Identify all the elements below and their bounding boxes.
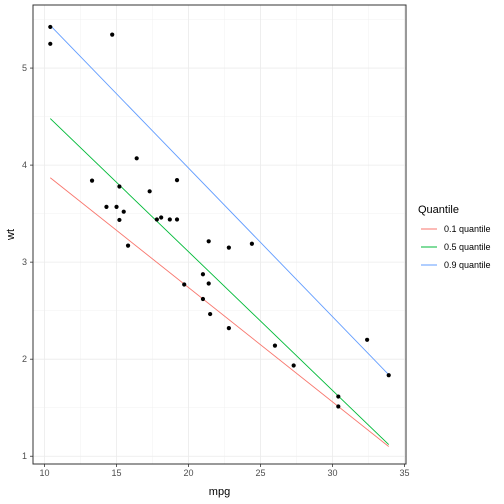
quantile-line-0-9-quantile <box>49 25 390 376</box>
legend-label: 0.9 quantile <box>444 260 491 270</box>
y-tick-label: 2 <box>22 354 27 364</box>
legend: Quantile 0.1 quantile 0.5 quantile 0.9 qua… <box>418 204 491 270</box>
legend-label: 0.5 quantile <box>444 242 491 252</box>
data-point <box>226 326 231 331</box>
data-point <box>272 343 278 348</box>
data-point <box>208 311 213 317</box>
x-tick-label: 25 <box>256 468 266 478</box>
data-point <box>48 24 53 30</box>
data-point <box>206 281 211 286</box>
data-point <box>154 217 159 222</box>
y-tick-label: 3 <box>22 257 27 267</box>
data-point <box>159 215 164 220</box>
x-tick-label: 35 <box>400 468 410 478</box>
data-point <box>249 241 255 246</box>
plot-panel-border <box>32 4 407 465</box>
data-point <box>365 337 370 342</box>
data-point <box>336 404 341 409</box>
scatter-points <box>48 24 391 409</box>
data-point <box>110 32 115 37</box>
plot-panel <box>33 5 406 464</box>
data-point <box>147 189 152 194</box>
y-axis: 1 2 3 4 5 <box>22 63 33 461</box>
data-point <box>182 282 187 287</box>
quantile-line-0-5-quantile <box>49 118 390 445</box>
data-point <box>114 204 119 209</box>
legend-label: 0.1 quantile <box>444 224 491 234</box>
data-point <box>48 41 53 46</box>
quantile-line-0-1-quantile <box>50 177 389 447</box>
y-tick-label: 4 <box>22 160 27 170</box>
data-point <box>200 296 206 302</box>
x-axis-title: mpg <box>209 486 230 498</box>
data-point <box>167 217 172 222</box>
data-point <box>291 363 296 368</box>
data-point <box>117 217 122 223</box>
y-axis-title: wt <box>5 229 17 241</box>
data-point <box>174 178 180 183</box>
data-point <box>174 217 180 222</box>
data-point <box>134 156 139 161</box>
data-point <box>125 243 131 248</box>
data-point <box>206 239 211 244</box>
data-point <box>336 394 341 399</box>
x-axis: 10 15 20 25 30 35 <box>40 464 410 478</box>
x-tick-label: 15 <box>112 468 122 478</box>
data-point <box>89 178 95 183</box>
data-point <box>117 184 122 189</box>
grid-lines <box>33 5 406 464</box>
x-tick-label: 20 <box>184 468 194 478</box>
data-point <box>121 209 126 214</box>
x-tick-label: 30 <box>328 468 338 478</box>
y-tick-label: 5 <box>22 63 27 73</box>
data-point <box>200 272 206 277</box>
x-tick-label: 10 <box>40 468 50 478</box>
quantile-lines <box>49 25 390 447</box>
data-point <box>104 204 109 209</box>
data-point <box>386 373 391 378</box>
data-point <box>226 245 231 250</box>
legend-title: Quantile <box>418 204 459 216</box>
y-tick-label: 1 <box>22 451 27 461</box>
